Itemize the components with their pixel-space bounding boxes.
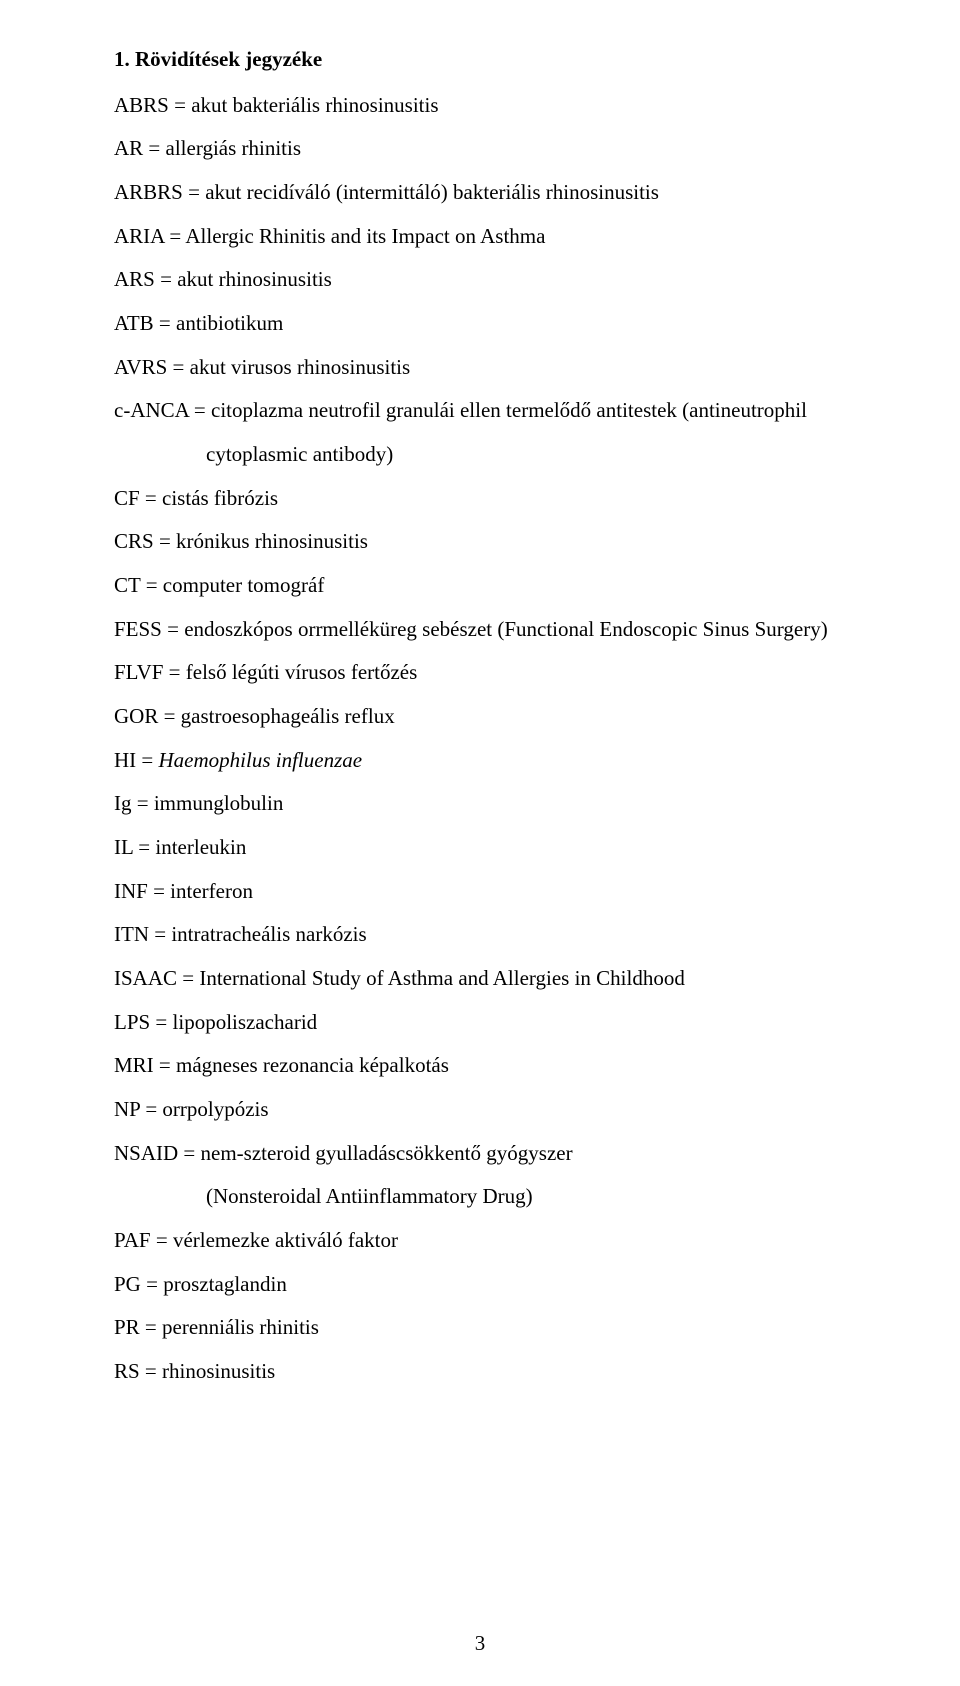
abbreviation-line: LPS = lipopoliszacharid	[114, 1001, 846, 1045]
abbreviation-line: GOR = gastroesophageális reflux	[114, 695, 846, 739]
abbreviation-line: ITN = intratracheális narkózis	[114, 913, 846, 957]
abbreviation-line: ATB = antibiotikum	[114, 302, 846, 346]
abbreviation-line: c-ANCA = citoplazma neutrofil granulái e…	[114, 389, 846, 433]
abbreviation-line: CT = computer tomográf	[114, 564, 846, 608]
abbreviation-line: AVRS = akut virusos rhinosinusitis	[114, 346, 846, 390]
page-number: 3	[0, 1633, 960, 1654]
abbreviation-line: PG = prosztaglandin	[114, 1263, 846, 1307]
abbreviation-line: NSAID = nem-szteroid gyulladáscsökkentő …	[114, 1132, 846, 1176]
abbreviation-line: RS = rhinosinusitis	[114, 1350, 846, 1394]
abbreviation-line: CRS = krónikus rhinosinusitis	[114, 520, 846, 564]
abbreviation-line: IL = interleukin	[114, 826, 846, 870]
abbreviation-line: ISAAC = International Study of Asthma an…	[114, 957, 846, 1001]
abbreviation-line: FESS = endoszkópos orrmelléküreg sebésze…	[114, 608, 846, 652]
abbreviation-line: PAF = vérlemezke aktiváló faktor	[114, 1219, 846, 1263]
abbreviation-line: ARS = akut rhinosinusitis	[114, 258, 846, 302]
abbreviation-line: FLVF = felső légúti vírusos fertőzés	[114, 651, 846, 695]
abbreviation-line: AR = allergiás rhinitis	[114, 127, 846, 171]
abbreviation-line: ARBRS = akut recidíváló (intermittáló) b…	[114, 171, 846, 215]
abbreviation-line: ARIA = Allergic Rhinitis and its Impact …	[114, 215, 846, 259]
abbreviation-line: Ig = immunglobulin	[114, 782, 846, 826]
abbreviation-line: HI = Haemophilus influenzae	[114, 739, 846, 783]
abbreviation-line: INF = interferon	[114, 870, 846, 914]
abbreviation-line: MRI = mágneses rezonancia képalkotás	[114, 1044, 846, 1088]
section-heading: 1. Rövidítések jegyzéke	[114, 38, 846, 82]
abbreviation-list: ABRS = akut bakteriális rhinosinusitisAR…	[114, 84, 846, 1394]
abbreviation-line: NP = orrpolypózis	[114, 1088, 846, 1132]
abbreviation-line: ABRS = akut bakteriális rhinosinusitis	[114, 84, 846, 128]
document-page: 1. Rövidítések jegyzéke ABRS = akut bakt…	[0, 0, 960, 1686]
italic-term: Haemophilus influenzae	[159, 748, 363, 772]
abbreviation-line: cytoplasmic antibody)	[114, 433, 846, 477]
abbreviation-line: (Nonsteroidal Antiinflammatory Drug)	[114, 1175, 846, 1219]
abbreviation-line: PR = perenniális rhinitis	[114, 1306, 846, 1350]
abbreviation-line: CF = cistás fibrózis	[114, 477, 846, 521]
